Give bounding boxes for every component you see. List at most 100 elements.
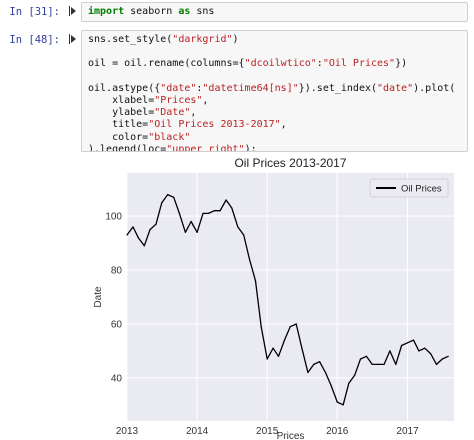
code-token: }) xyxy=(395,58,408,70)
data-point xyxy=(283,339,286,341)
run-cell-1-icon-bar[interactable] xyxy=(69,6,70,16)
code-token: ).legend(loc= xyxy=(88,143,167,152)
data-point xyxy=(213,210,215,212)
x-tick-label: 2013 xyxy=(116,426,139,437)
chart-title: Oil Prices 2013-2017 xyxy=(234,156,346,170)
y-tick-label: 40 xyxy=(111,373,123,384)
code-token: "date" xyxy=(377,82,414,94)
data-point xyxy=(196,231,198,233)
code-token: "darkgrid" xyxy=(172,34,233,45)
data-point xyxy=(143,245,145,247)
code-line: sns.set_style("darkgrid") xyxy=(88,34,461,46)
data-point xyxy=(441,358,443,360)
x-axis-label: Prices xyxy=(277,431,305,440)
code-token: "Prices" xyxy=(154,94,203,106)
code-line: oil = oil.rename(columns={"dcoilwtico":"… xyxy=(88,58,461,70)
y-tick-label: 60 xyxy=(111,319,123,330)
data-point xyxy=(266,358,268,360)
data-point xyxy=(330,385,332,387)
data-point xyxy=(132,226,134,228)
data-point xyxy=(395,363,397,365)
data-point xyxy=(447,355,449,357)
x-tick-label: 2014 xyxy=(186,426,209,437)
code-token: "black" xyxy=(148,131,191,143)
data-point xyxy=(248,258,251,260)
data-point xyxy=(126,234,128,236)
data-point xyxy=(406,342,409,344)
code-line: xlabel="Prices", xyxy=(88,95,461,107)
code-token: "Date" xyxy=(154,107,191,119)
code-token: ).plot( xyxy=(413,82,456,94)
data-point xyxy=(359,358,362,360)
data-point xyxy=(289,326,291,328)
code-token: seaborn xyxy=(124,6,179,17)
code-token: , xyxy=(280,119,287,131)
data-point xyxy=(167,193,169,196)
legend-label: Oil Prices xyxy=(401,184,442,195)
data-point xyxy=(435,363,438,365)
notebook-cell-1[interactable]: In [31]: import seaborn as sns xyxy=(0,0,474,24)
y-tick-label: 100 xyxy=(105,212,122,223)
cell-1-code-editor[interactable]: import seaborn as sns xyxy=(81,2,468,22)
code-token: "date" xyxy=(160,82,197,94)
data-point xyxy=(202,212,204,215)
cell-2-prompt: In [48]: xyxy=(9,34,60,46)
data-point xyxy=(324,371,327,374)
data-point xyxy=(207,212,210,215)
code-token: "datetime64[ns]" xyxy=(202,82,299,94)
code-line: ylabel="Date", xyxy=(88,107,461,119)
data-point xyxy=(365,355,368,357)
code-token: sns.set_style( xyxy=(88,34,173,45)
data-point xyxy=(389,350,391,352)
data-point xyxy=(237,226,239,228)
code-token: : xyxy=(316,58,323,70)
series-line-oil-prices xyxy=(126,193,449,406)
code-token: oil.astype({ xyxy=(88,82,161,94)
code-token: "upper right" xyxy=(166,143,245,152)
code-line: oil.astype({"date":"datetime64[ns]"}).se… xyxy=(88,83,461,95)
run-cell-1-icon[interactable] xyxy=(71,7,76,15)
data-point xyxy=(178,212,181,215)
data-point xyxy=(225,199,227,201)
code-token: , xyxy=(202,94,209,106)
data-point xyxy=(149,229,151,231)
y-axis-label: Date xyxy=(93,286,104,308)
data-point xyxy=(173,196,175,198)
code-line: color="black" xyxy=(88,132,461,144)
code-token: as xyxy=(178,6,191,17)
data-point xyxy=(184,231,186,233)
legend-box xyxy=(369,178,449,198)
data-point xyxy=(254,280,257,282)
x-tick-label: 2015 xyxy=(256,426,279,437)
code-line: title="Oil Prices 2013-2017", xyxy=(88,119,461,131)
data-point xyxy=(231,207,233,209)
data-point xyxy=(348,382,350,384)
data-point xyxy=(190,220,192,223)
run-cell-2-icon-bar[interactable] xyxy=(69,34,70,44)
code-token: ) xyxy=(232,34,239,45)
cell-1-prompt: In [31]: xyxy=(9,6,60,18)
cell-2-code-editor[interactable]: sns.set_style("darkgrid")oil = oil.renam… xyxy=(81,30,468,152)
code-token: import xyxy=(88,6,125,17)
code-token: ylabel= xyxy=(88,107,155,119)
data-point xyxy=(313,363,315,365)
oil-prices-chart: 40 60 80 100 2013 2014 2015 2016 2017 Oil Prices … xyxy=(93,156,454,440)
data-point xyxy=(412,339,415,341)
data-point xyxy=(424,347,426,349)
code-line xyxy=(88,71,461,83)
code-token: sns xyxy=(190,6,215,17)
code-token: "dcoilwtico" xyxy=(244,58,317,70)
code-token: "Oil Prices" xyxy=(322,58,396,70)
data-point xyxy=(418,350,420,352)
data-point xyxy=(161,202,163,204)
data-point xyxy=(354,374,356,376)
data-point xyxy=(272,347,274,349)
code-token: ); xyxy=(244,143,257,152)
code-token: color= xyxy=(88,131,149,143)
run-cell-2-icon[interactable] xyxy=(71,35,76,43)
data-point xyxy=(260,326,262,328)
data-point xyxy=(371,363,373,365)
data-point xyxy=(383,363,385,365)
code-token: , xyxy=(190,107,197,119)
notebook-cell-2[interactable]: In [48]: sns.set_style("darkgrid")oil = … xyxy=(0,26,474,154)
